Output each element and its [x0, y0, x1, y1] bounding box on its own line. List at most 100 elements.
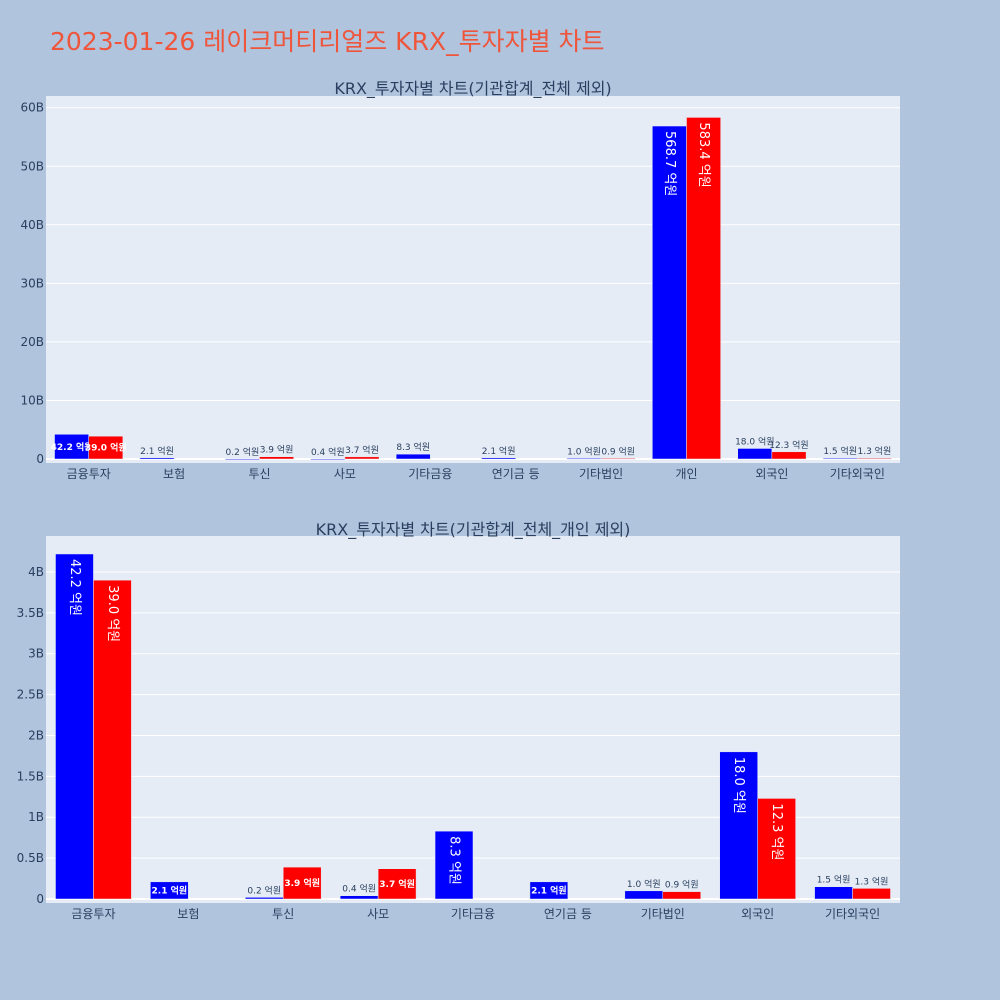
data-label: 42.2 억원 — [67, 559, 82, 616]
bar — [139, 457, 175, 460]
bar — [652, 125, 687, 460]
data-label: 0.4 억원 — [311, 446, 345, 458]
bar — [344, 456, 380, 460]
bar — [339, 895, 379, 900]
bar — [822, 457, 858, 460]
data-label: 3.7 억원 — [345, 444, 379, 456]
bar — [93, 579, 132, 900]
x-tick-label: 기타외국인 — [825, 907, 880, 921]
bar — [434, 830, 474, 900]
y-tick-label: 0.5B — [17, 851, 44, 865]
data-label: 8.3 억원 — [396, 441, 430, 453]
bar — [566, 458, 602, 460]
data-label: 39.0 억원 — [85, 442, 127, 454]
bar — [310, 458, 346, 460]
data-label: 568.7 억원 — [662, 131, 677, 196]
y-tick-label: 60B — [20, 101, 44, 115]
bar — [719, 751, 758, 900]
x-tick-label: 기타법인 — [641, 907, 685, 921]
x-tick-label: 금융투자 — [67, 467, 111, 481]
chart-2: KRX_투자자별 차트(기관합계_전체_개인 제외) 0 0.5B 1B 1.5B 2B 2… — [17, 520, 900, 921]
x-tick-label: 기타금융 — [451, 907, 495, 921]
y-tick-label: 1B — [28, 810, 44, 824]
x-tick-label: 사모 — [367, 907, 389, 921]
data-label: 3.7 억원 — [379, 878, 415, 890]
data-label: 1.3 억원 — [855, 875, 889, 887]
data-label: 18.0 억원 — [731, 757, 746, 814]
data-label: 2.1 억원 — [140, 445, 174, 457]
bar — [395, 453, 431, 460]
data-label: 12.3 억원 — [769, 803, 784, 860]
bar — [686, 117, 721, 460]
data-label: 1.0 억원 — [627, 878, 661, 890]
bar — [814, 886, 853, 900]
y-tick-label: 2B — [28, 728, 44, 742]
bar — [852, 888, 891, 900]
x-tick-label: 보험 — [177, 907, 199, 921]
y-tick-label: 0 — [36, 892, 44, 906]
x-tick-label: 기타외국인 — [830, 467, 885, 481]
chart-title: KRX_투자자별 차트(기관합계_전체 제외) — [334, 79, 611, 99]
y-tick-label: 0 — [36, 452, 44, 466]
data-label: 583.4 억원 — [696, 122, 711, 187]
x-tick-label: 외국인 — [741, 907, 774, 921]
bar — [600, 458, 636, 460]
plot-area — [46, 96, 900, 463]
data-label: 1.3 억원 — [858, 445, 892, 457]
y-tick-label: 50B — [20, 159, 44, 173]
chart-title: KRX_투자자별 차트(기관합계_전체_개인 제외) — [316, 520, 631, 540]
data-label: 0.2 억원 — [226, 446, 260, 458]
data-label: 2.1 억원 — [152, 885, 188, 897]
data-label: 42.2 억원 — [51, 441, 93, 453]
bar — [857, 457, 892, 460]
data-label: 18.0 억원 — [735, 435, 774, 447]
x-tick-label: 연기금 등 — [492, 467, 540, 481]
bar — [225, 458, 260, 460]
bar — [150, 881, 189, 900]
y-tick-label: 20B — [20, 335, 44, 349]
data-label: 1.0 억원 — [567, 445, 601, 457]
data-label: 0.9 억원 — [665, 879, 699, 891]
page-title: 2023-01-26 레이크머티리얼즈 KRX_투자자별 차트 — [50, 27, 605, 56]
bar — [88, 435, 124, 460]
x-tick-label: 투신 — [272, 907, 294, 921]
data-label: 3.9 억원 — [260, 444, 294, 456]
chart-1: KRX_투자자별 차트(기관합계_전체 제외) 0 10B 20B 30B 40B 50B 6… — [20, 79, 900, 481]
bar — [259, 456, 294, 460]
y-tick-label: 2.5B — [17, 688, 44, 702]
data-label: 3.9 억원 — [284, 877, 320, 889]
y-tick-label: 3.5B — [17, 606, 44, 620]
x-tick-label: 보험 — [163, 467, 185, 481]
bar — [662, 891, 701, 900]
data-label: 2.1 억원 — [482, 445, 516, 457]
y-tick-label: 1.5B — [17, 769, 44, 783]
x-tick-label: 연기금 등 — [544, 907, 592, 921]
y-tick-label: 3B — [28, 647, 44, 661]
y-tick-label: 10B — [20, 393, 44, 407]
bar — [737, 448, 773, 460]
y-tick-label: 40B — [20, 218, 44, 232]
bar — [757, 798, 796, 900]
bar — [245, 897, 284, 900]
bar — [481, 457, 516, 460]
x-tick-label: 개인 — [675, 467, 697, 481]
bar — [377, 868, 417, 900]
bar — [624, 890, 664, 900]
data-label: 2.1 억원 — [531, 885, 567, 897]
x-tick-label: 기타금융 — [408, 467, 452, 481]
y-tick-label: 30B — [20, 276, 44, 290]
y-tick-label: 4B — [28, 565, 44, 579]
data-label: 0.2 억원 — [247, 884, 281, 896]
x-tick-label: 투신 — [248, 467, 270, 481]
x-tick-label: 금융투자 — [71, 907, 115, 921]
data-label: 0.9 억원 — [601, 445, 635, 457]
bar — [771, 451, 807, 460]
data-label: 39.0 억원 — [105, 585, 120, 642]
x-tick-label: 기타법인 — [579, 467, 623, 481]
bar — [282, 866, 322, 900]
bar — [529, 881, 569, 900]
data-label: 1.5 억원 — [823, 445, 857, 457]
data-label: 8.3 억원 — [447, 836, 462, 885]
data-label: 12.3 억원 — [769, 439, 808, 451]
